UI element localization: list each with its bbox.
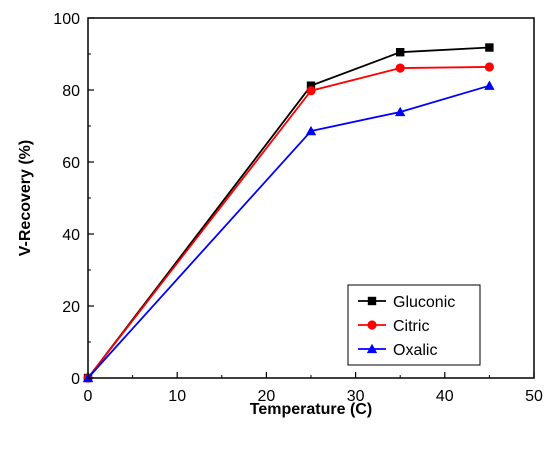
data-point-citric [484,62,494,72]
y-tick-label: 80 [62,83,80,100]
legend-swatch-marker [367,296,377,306]
x-axis-title: Temperature (C) [250,401,372,418]
x-tick-label: 10 [168,388,186,405]
legend-swatch-marker [366,343,378,354]
x-tick-label: 50 [525,388,543,405]
legend-item-gluconic: Gluconic [358,294,455,311]
data-point-oxalic [484,80,495,90]
y-tick-label: 20 [62,299,80,316]
data-point-gluconic [485,43,494,52]
data-point-citric [306,86,316,96]
data-point-oxalic [395,106,406,117]
data-point-gluconic [396,48,405,57]
y-axis-title: V-Recovery (%) [17,140,34,257]
x-tick-labels: 0 10 20 30 40 50 [84,388,543,405]
x-tick-label: 0 [84,388,93,405]
legend-label: Oxalic [393,342,437,359]
data-point-gluconic [306,81,316,90]
x-tick-label: 40 [436,388,454,405]
series-line-gluconic [87,46,490,379]
y-tick-label: 40 [62,227,80,244]
legend-item-citric: Citric [358,318,429,335]
y-tick-label: 60 [62,155,80,172]
y-tick-label: 100 [53,11,80,28]
plot-frame [87,17,535,379]
x-tick-label: 20 [258,388,276,405]
legend: Gluconic Citric Oxalic [347,284,481,366]
data-point-citric [395,63,405,73]
x-tick-label: 30 [347,388,365,405]
data-point-oxalic [305,125,317,136]
series-line-oxalic [87,84,490,379]
legend-label: Citric [393,318,429,335]
y-tick-labels: 0 20 40 60 80 100 [53,11,80,388]
series-line-citric [87,66,490,379]
legend-label: Gluconic [393,294,455,311]
y-tick-label: 0 [71,371,80,388]
legend-item-oxalic: Oxalic [358,342,437,359]
legend-swatch-marker [367,320,377,330]
